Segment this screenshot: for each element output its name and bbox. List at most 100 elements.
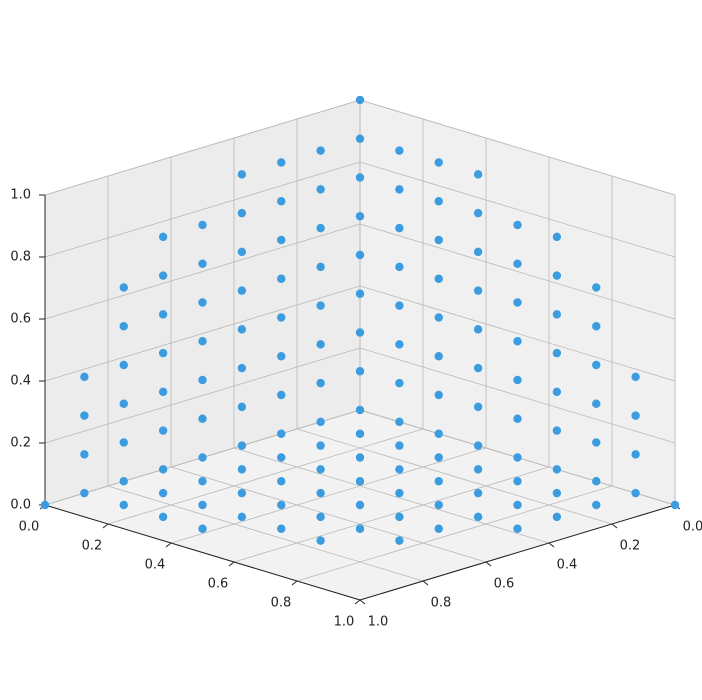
point (119, 399, 128, 408)
point (277, 524, 286, 533)
point (316, 301, 325, 310)
point (473, 512, 483, 522)
grid-line (359, 223, 676, 320)
point (237, 488, 247, 498)
y-tick-label: 0.4 (557, 558, 578, 573)
point (355, 524, 365, 533)
grid-line (107, 485, 424, 582)
x-tick-label: 0.4 (145, 558, 166, 573)
point (355, 95, 365, 105)
point (198, 453, 207, 462)
x-tick-label: 0.6 (208, 577, 229, 592)
point (316, 465, 325, 474)
point (552, 348, 562, 358)
point (395, 301, 404, 310)
point (158, 512, 168, 522)
point (473, 402, 483, 412)
point (237, 247, 247, 257)
point (316, 185, 325, 194)
point (277, 429, 286, 438)
point (316, 512, 325, 522)
point (592, 322, 601, 331)
point (355, 250, 365, 260)
point (434, 500, 443, 510)
point (198, 414, 207, 423)
point (355, 328, 365, 337)
point (473, 286, 483, 295)
point (80, 450, 89, 459)
x-tick (228, 561, 235, 567)
point (434, 274, 443, 283)
z-tick-label: 0.4 (10, 374, 31, 389)
point (355, 367, 365, 376)
point (473, 488, 483, 498)
point (513, 259, 522, 268)
point (40, 500, 50, 510)
point (158, 310, 168, 319)
grid-line (44, 161, 361, 258)
grid-line (296, 485, 613, 582)
point (198, 524, 207, 533)
point (395, 536, 404, 545)
point (316, 223, 325, 233)
point (80, 411, 89, 420)
y-tick (548, 542, 555, 548)
point (355, 453, 365, 462)
point (237, 512, 247, 522)
point (631, 488, 640, 498)
y-tick-label: 0.0 (683, 520, 702, 535)
point (316, 378, 325, 388)
point (395, 441, 404, 450)
point (395, 262, 404, 272)
point (434, 158, 443, 167)
point (198, 500, 207, 510)
x-tick-label: 0.0 (19, 520, 40, 535)
point (355, 289, 365, 298)
point (316, 441, 325, 450)
point (434, 477, 443, 486)
point (552, 271, 562, 280)
point (158, 426, 168, 435)
point (119, 500, 128, 510)
grid-line (44, 99, 361, 196)
point (355, 477, 365, 486)
point (237, 325, 247, 334)
grid-line (359, 285, 676, 382)
point (395, 185, 404, 194)
grid-line (359, 99, 676, 196)
point (395, 488, 404, 498)
y-axis-line (359, 504, 676, 601)
point (592, 360, 601, 370)
grid-line (359, 347, 676, 444)
point (316, 262, 325, 272)
point (198, 337, 207, 346)
y-tick (422, 580, 429, 586)
point (552, 465, 562, 474)
point (237, 363, 247, 373)
point (552, 310, 562, 319)
point (316, 417, 325, 427)
point (237, 286, 247, 295)
z-tick-label: 0.2 (10, 436, 31, 451)
point (119, 322, 128, 331)
point (237, 465, 247, 474)
point (434, 352, 443, 361)
point (473, 325, 483, 334)
point (513, 500, 522, 510)
point (277, 235, 286, 245)
point (316, 488, 325, 498)
point (158, 271, 168, 280)
point (158, 348, 168, 358)
point (237, 402, 247, 412)
point (552, 512, 562, 522)
grid-line (107, 428, 424, 525)
y-tick-label: 0.6 (494, 577, 515, 592)
point (277, 313, 286, 322)
point (473, 208, 483, 218)
point (198, 220, 207, 230)
point (592, 438, 601, 447)
grid-line (170, 447, 487, 544)
point (277, 500, 286, 510)
point (631, 450, 640, 459)
point (237, 441, 247, 450)
